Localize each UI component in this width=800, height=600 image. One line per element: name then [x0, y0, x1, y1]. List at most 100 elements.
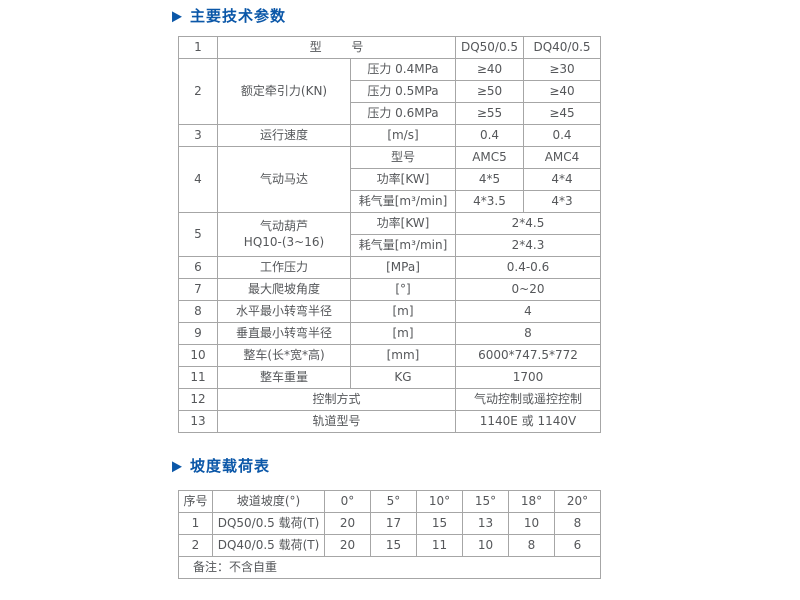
table-cell: 1	[178, 512, 213, 535]
table-cell: [°]	[350, 278, 456, 301]
table-cell: 压力 0.4MPa	[350, 58, 456, 81]
table-cell: 最大爬坡角度	[217, 278, 351, 301]
table-cell: 1700	[455, 366, 601, 389]
table-cell: 20°	[554, 490, 601, 513]
table-cell: 20	[324, 534, 371, 557]
table-cell: 压力 0.5MPa	[350, 80, 456, 103]
table-cell: 17	[370, 512, 417, 535]
table-cell: 10°	[416, 490, 463, 513]
table-cell: 0.4	[455, 124, 524, 147]
table-cell: 6000*747.5*772	[455, 344, 601, 367]
table-cell: 2	[178, 58, 218, 125]
table-row: 10 整车(长*宽*高) [mm] 6000*747.5*772	[178, 344, 601, 367]
table-cell: 耗气量[m³/min]	[350, 234, 456, 257]
table-cell: 压力 0.6MPa	[350, 102, 456, 125]
table-row: 功率[KW] 4*5 4*4	[179, 168, 601, 191]
table-row: 9 垂直最小转弯半径 [m] 8	[178, 322, 601, 345]
table-cell: 序号	[178, 490, 213, 513]
table-cell: 13	[462, 512, 509, 535]
table-cell: 0.4	[523, 124, 601, 147]
table-cell: ≥45	[523, 102, 601, 125]
table-cell: 1140E 或 1140V	[455, 410, 601, 433]
table-cell: 11	[416, 534, 463, 557]
table-cell: 4*3	[523, 190, 601, 213]
table-cell: ≥40	[523, 80, 601, 103]
slope-load-table: 序号 坡道坡度(°) 0° 5° 10° 15° 18° 20° 1 DQ50/0.5 载荷(T)…	[178, 490, 601, 579]
table-cell: 2*4.5	[455, 212, 601, 235]
table-cell: 3	[178, 124, 218, 147]
table-cell: KG	[350, 366, 456, 389]
table-cell: 8	[554, 512, 601, 535]
table-cell: 15	[416, 512, 463, 535]
table-cell: 0°	[324, 490, 371, 513]
table-row: 6 工作压力 [MPa] 0.4-0.6	[178, 256, 601, 279]
table-cell: 整车(长*宽*高)	[217, 344, 351, 367]
table-cell: 1	[178, 36, 218, 59]
table-row: 12 控制方式 气动控制或遥控控制	[178, 388, 601, 411]
table-cell: 4*4	[523, 168, 601, 191]
right-triangle-icon: ▶	[172, 8, 183, 25]
table-cell: AMC5	[455, 146, 524, 169]
table-cell: 备注：不含自重	[178, 556, 601, 579]
table-cell: ≥30	[523, 58, 601, 81]
table-cell: 气动马达	[217, 146, 351, 213]
table-cell: [m/s]	[350, 124, 456, 147]
table-cell: 15°	[462, 490, 509, 513]
table-cell: [m]	[350, 322, 456, 345]
table-cell: DQ50/0.5 载荷(T)	[212, 512, 325, 535]
table-cell: AMC4	[523, 146, 601, 169]
table-cell: 坡道坡度(°)	[212, 490, 325, 513]
table-cell: [mm]	[350, 344, 456, 367]
table-cell: 耗气量[m³/min]	[350, 190, 456, 213]
table-cell: ≥50	[455, 80, 524, 103]
table-cell: [m]	[350, 300, 456, 323]
table-row: 4 气动马达 型号 AMC5 AMC4	[178, 146, 601, 213]
table-cell: DQ40/0.5	[523, 36, 601, 59]
table-cell: 气动控制或遥控控制	[455, 388, 601, 411]
table-cell: 2*4.3	[455, 234, 601, 257]
table-cell: 10	[508, 512, 555, 535]
table-cell: 10	[178, 344, 218, 367]
table-cell: 4	[178, 146, 218, 213]
table-row: 13 轨道型号 1140E 或 1140V	[178, 410, 601, 433]
table-cell: 型号	[350, 146, 456, 169]
table-row: 8 水平最小转弯半径 [m] 4	[178, 300, 601, 323]
table-cell: 6	[554, 534, 601, 557]
section-title-text: 坡度载荷表	[190, 457, 271, 475]
table-cell: [MPa]	[350, 256, 456, 279]
table-cell: 8	[455, 322, 601, 345]
table-cell: 整车重量	[217, 366, 351, 389]
table-cell: 11	[178, 366, 218, 389]
table-cell: 7	[178, 278, 218, 301]
table-cell: 额定牵引力(KN)	[217, 58, 351, 125]
table-cell: 15	[370, 534, 417, 557]
section-title-slope-load: ▶ 坡度载荷表	[172, 459, 270, 474]
table-cell: 13	[178, 410, 218, 433]
right-triangle-icon: ▶	[172, 458, 183, 475]
table-row: 2 DQ40/0.5 载荷(T) 20 15 11 10 8 6	[178, 534, 601, 557]
table-cell: DQ40/0.5 载荷(T)	[212, 534, 325, 557]
table-row: 序号 坡道坡度(°) 0° 5° 10° 15° 18° 20°	[178, 490, 601, 513]
table-row: 耗气量[m³/min] 4*3.5 4*3	[179, 190, 601, 213]
table-cell: 2	[178, 534, 213, 557]
table-cell: 6	[178, 256, 218, 279]
table-cell: 0.4-0.6	[455, 256, 601, 279]
table-cell: 5°	[370, 490, 417, 513]
table-cell: 控制方式	[217, 388, 456, 411]
table-row: 2 额定牵引力(KN) 压力 0.4MPa ≥40 ≥30	[178, 58, 601, 125]
table-cell: 4	[455, 300, 601, 323]
table-cell: 运行速度	[217, 124, 351, 147]
table-cell: 0~20	[455, 278, 601, 301]
table-cell: 轨道型号	[217, 410, 456, 433]
table-row: 5 气动葫芦 HQ10-(3~16) 功率[KW] 2*4.5	[178, 212, 601, 257]
table-cell: 工作压力	[217, 256, 351, 279]
table-cell: 10	[462, 534, 509, 557]
section-title-text: 主要技术参数	[190, 7, 287, 25]
table-cell: 气动葫芦 HQ10-(3~16)	[217, 212, 351, 257]
table-cell: ≥40	[455, 58, 524, 81]
table-cell: 9	[178, 322, 218, 345]
table-row: 压力 0.5MPa ≥50 ≥40	[179, 80, 601, 103]
table-cell: 功率[KW]	[350, 168, 456, 191]
